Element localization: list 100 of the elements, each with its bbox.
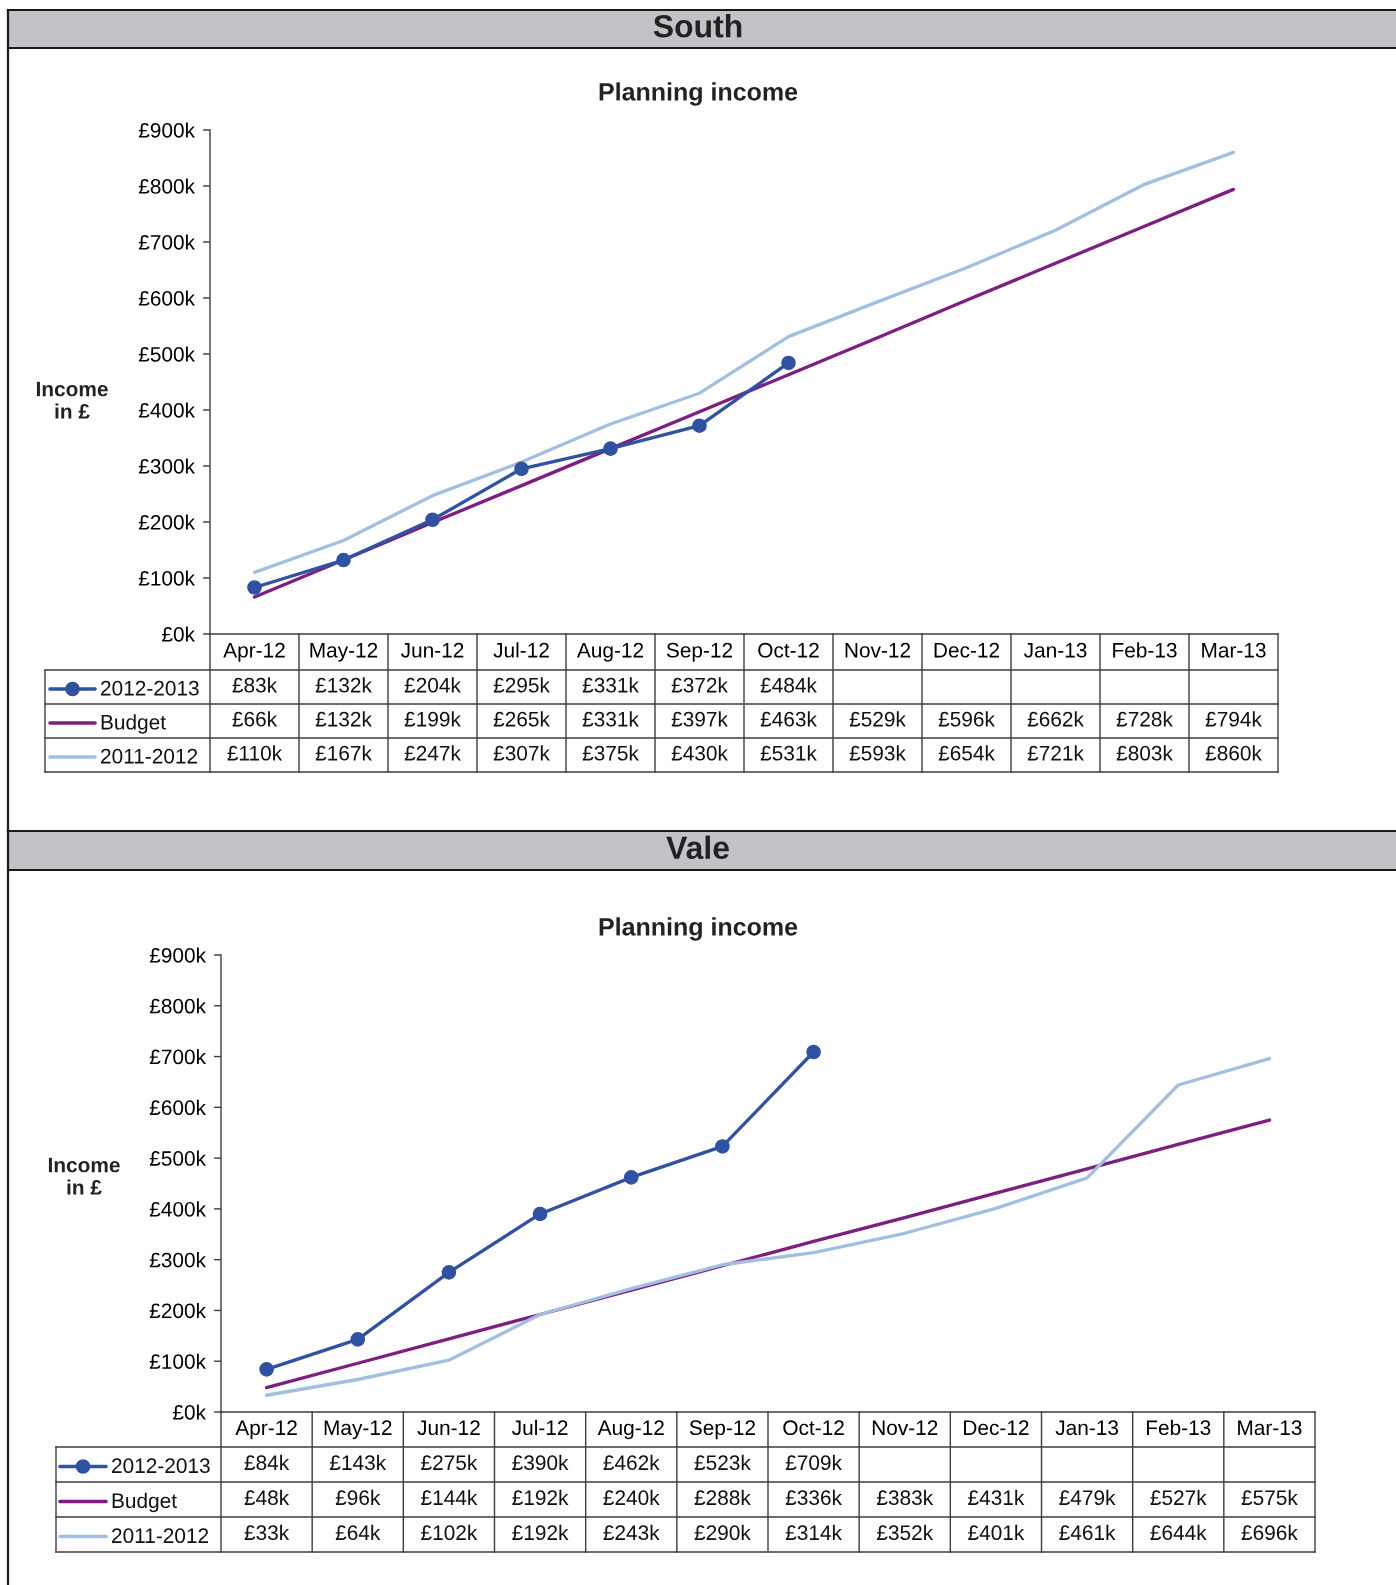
point <box>350 1332 366 1347</box>
data-label: £64k <box>335 1524 381 1541</box>
x-tick-label: Apr-12 <box>235 1420 297 1440</box>
y-tick-label: £300k <box>138 458 196 474</box>
data-label: £83k <box>232 677 278 693</box>
x-tick-label: Jul-12 <box>512 1419 568 1436</box>
y-tick-label: £800k <box>149 998 207 1014</box>
x-tick-label: Jan-13 <box>1023 642 1087 658</box>
data-label: £644k <box>1150 1524 1207 1541</box>
point <box>259 1362 274 1377</box>
data-label: £96k <box>335 1489 381 1506</box>
x-tick-label: Jan-13 <box>1055 1420 1119 1436</box>
y-tick-label: £900k <box>149 947 207 963</box>
x-tick-label: Sep-12 <box>666 642 733 662</box>
data-label: £331k <box>582 677 639 693</box>
legend-label: 2011-2012 <box>112 1528 209 1544</box>
data-label: £803k <box>1116 745 1173 761</box>
point <box>336 552 351 568</box>
y-axis-title: Income in £ <box>36 381 108 419</box>
chart-title: South <box>653 14 742 38</box>
x-tick-label: Mar-13 <box>1202 642 1266 658</box>
x-tick-label: Feb-13 <box>1146 1419 1211 1436</box>
data-label: £709k <box>785 1454 842 1471</box>
data-label: £192k <box>512 1524 569 1541</box>
y-tick-label: £100k <box>149 1353 207 1369</box>
data-label: £375k <box>582 745 639 761</box>
legend-label: 2012-2013 <box>112 1458 210 1474</box>
data-label: £662k <box>1027 711 1084 727</box>
x-tick-label: Feb-13 <box>1113 642 1177 658</box>
data-label: £204k <box>404 677 461 693</box>
y-tick-label: £500k <box>149 1150 207 1166</box>
y-tick-label: £500k <box>138 346 196 362</box>
x-tick-label: Jun-12 <box>417 1420 480 1436</box>
y-tick-label: £400k <box>138 402 196 418</box>
point <box>441 1265 457 1280</box>
data-label: £265k <box>493 711 550 727</box>
data-label: £66k <box>232 711 278 727</box>
x-tick-label: Mar-13 <box>1238 1420 1302 1436</box>
y-tick-label: £400k <box>149 1201 207 1217</box>
y-tick-label: £700k <box>149 1049 207 1065</box>
data-label: £527k <box>1150 1489 1207 1506</box>
data-label: £463k <box>760 711 817 727</box>
legend-label: Budget <box>112 1492 177 1513</box>
data-label: £307k <box>493 745 550 761</box>
data-label: £167k <box>315 745 372 761</box>
x-tick-label: Aug-12 <box>597 1420 664 1440</box>
data-label: £33k <box>244 1524 290 1541</box>
chart-subtitle: Planning income <box>599 82 798 106</box>
data-label: £240k <box>603 1489 660 1506</box>
data-label: £352k <box>876 1524 934 1541</box>
data-label: £575k <box>1241 1489 1298 1506</box>
x-tick-label: Nov-12 <box>872 1420 938 1436</box>
point <box>781 355 796 371</box>
data-label: £295k <box>493 677 550 693</box>
data-label: £372k <box>671 677 728 693</box>
data-label: £721k <box>1027 745 1084 761</box>
y-tick-label: £600k <box>138 290 196 306</box>
data-label: £462k <box>603 1454 660 1471</box>
chart-subtitle: Planning income <box>599 917 798 941</box>
data-label: £383k <box>876 1489 934 1506</box>
data-label: £143k <box>329 1454 387 1471</box>
point <box>715 1139 730 1154</box>
data-label: £336k <box>785 1489 842 1506</box>
x-tick-label: May-12 <box>310 642 378 662</box>
data-label: £529k <box>849 711 906 727</box>
point <box>806 1044 821 1060</box>
data-label: £593k <box>849 745 906 761</box>
x-tick-label: Nov-12 <box>845 642 911 658</box>
data-label: £247k <box>404 745 461 761</box>
y-axis-title: Income in £ <box>48 1157 120 1195</box>
legend-label: 2011-2012 <box>101 748 198 764</box>
x-tick-label: Aug-12 <box>576 642 644 662</box>
data-label: £397k <box>671 711 728 727</box>
data-label: £531k <box>760 745 817 761</box>
point <box>514 461 529 477</box>
data-label: £102k <box>421 1524 478 1541</box>
data-label: £290k <box>694 1524 751 1541</box>
data-label: £199k <box>404 711 461 727</box>
data-label: £654k <box>938 745 995 761</box>
y-tick-label: £0k <box>162 626 196 642</box>
data-label: £596k <box>938 711 995 727</box>
x-tick-label: Dec-12 <box>964 1420 1029 1436</box>
y-tick-label: £200k <box>138 514 196 530</box>
data-label: £728k <box>1116 711 1173 727</box>
legend-label: 2012-2013 <box>101 680 199 696</box>
data-label: £132k <box>315 677 372 693</box>
data-label: £48k <box>244 1489 290 1506</box>
point <box>623 1170 639 1185</box>
data-label: £192k <box>512 1489 569 1506</box>
data-label: £461k <box>1059 1524 1116 1541</box>
x-tick-label: Oct-12 <box>783 1420 844 1436</box>
data-label: £110k <box>227 745 283 761</box>
y-tick-label: £600k <box>149 1099 207 1116</box>
point <box>692 418 707 433</box>
point <box>532 1206 548 1222</box>
data-label: £430k <box>671 745 728 761</box>
data-label: £479k <box>1059 1489 1116 1506</box>
data-label: £84k <box>244 1454 290 1471</box>
data-label: £401k <box>968 1524 1025 1541</box>
y-tick-label: £100k <box>138 570 196 586</box>
